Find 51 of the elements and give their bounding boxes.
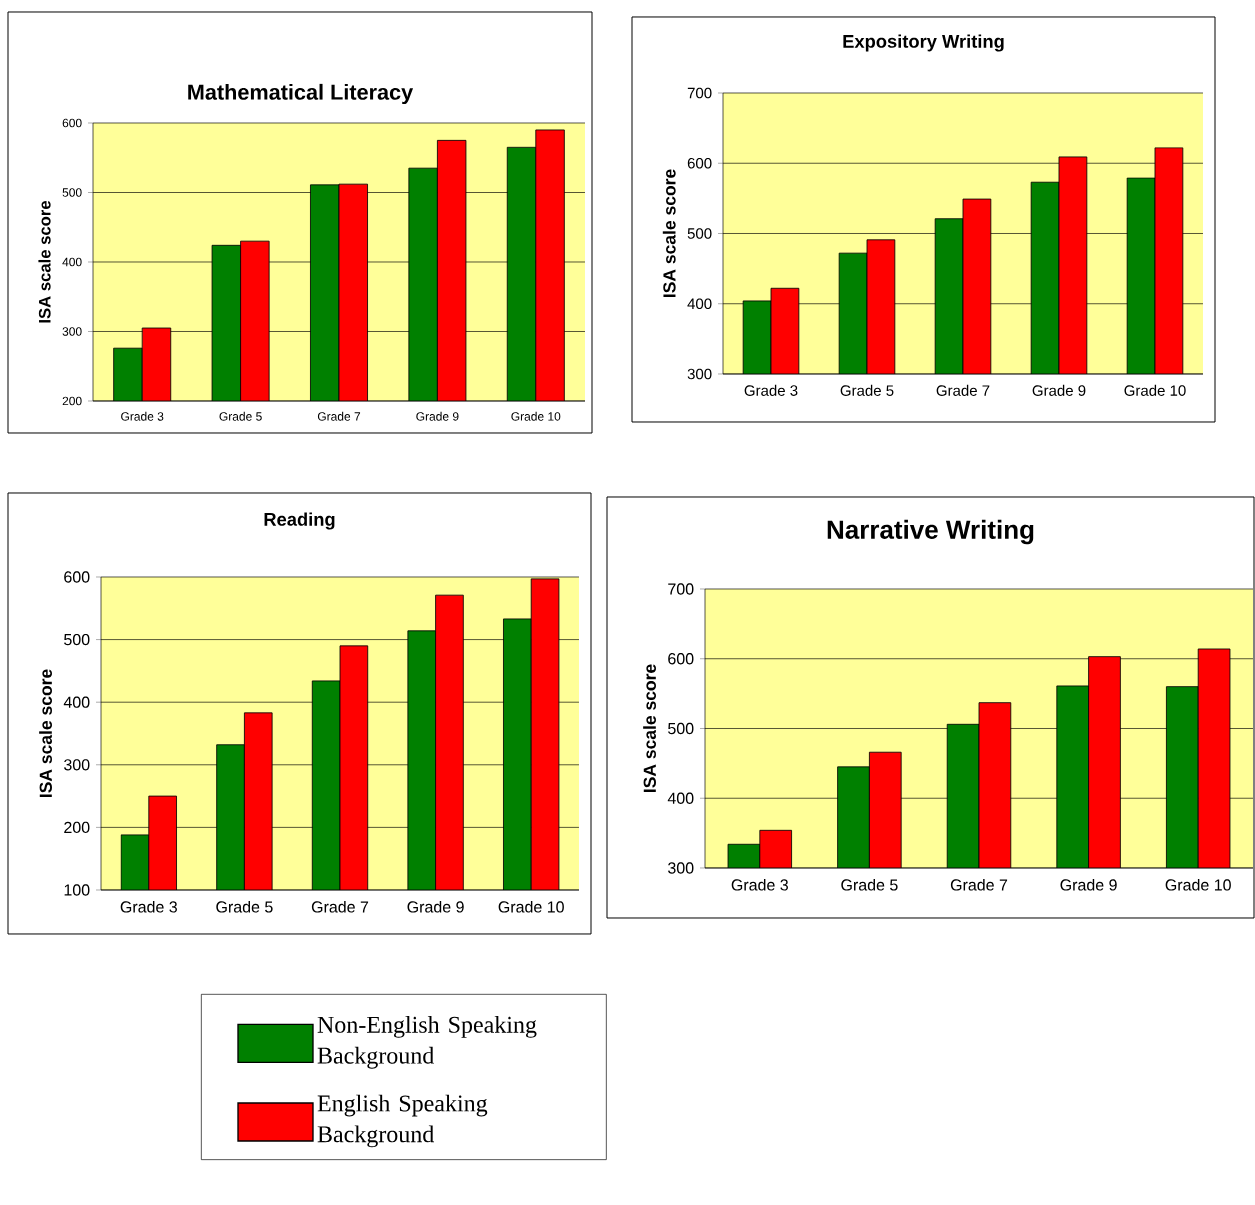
x-tick-label: Grade 7 (950, 878, 1008, 891)
chart-title: Narrative Writing (827, 519, 1034, 545)
legend-label: English Speaking Background (317, 1094, 488, 1148)
legend-label: Non-English Speaking Background (317, 1015, 537, 1069)
y-tick-label: 200 (64, 821, 90, 834)
y-tick-label: 500 (668, 722, 694, 735)
x-tick-label: Grade 7 (936, 384, 990, 396)
chart-title: Mathematical Literacy (188, 83, 414, 105)
y-tick-label: 500 (62, 188, 82, 197)
y-tick-label: 700 (668, 583, 694, 595)
y-axis-title: ISA scale score (39, 669, 52, 797)
chart-title: Expository Writing (843, 34, 1004, 52)
x-tick-label: Grade 3 (121, 411, 164, 421)
y-tick-label: 300 (64, 759, 90, 771)
x-tick-label: Grade 9 (1060, 878, 1117, 891)
x-tick-label: Grade 3 (120, 900, 177, 913)
x-tick-label: Grade 5 (219, 411, 262, 421)
y-tick-label: 600 (64, 571, 90, 583)
y-tick-label: 300 (668, 862, 694, 874)
chart-title: Reading (264, 512, 335, 530)
y-tick-label: 400 (667, 792, 694, 804)
x-tick-label: Grade 10 (1165, 878, 1231, 891)
x-tick-label: Grade 10 (1124, 384, 1186, 396)
x-tick-label: Grade 5 (840, 384, 894, 396)
x-tick-label: Grade 9 (407, 900, 464, 913)
x-tick-label: Grade 7 (317, 411, 361, 421)
y-tick-label: 600 (687, 157, 712, 169)
x-tick-label: Grade 9 (416, 411, 459, 421)
x-tick-label: Grade 5 (216, 900, 273, 913)
y-axis-title: ISA scale score (643, 664, 656, 793)
y-tick-label: 300 (687, 368, 712, 380)
x-tick-label: Grade 3 (731, 878, 788, 891)
y-axis-title: ISA scale score (38, 200, 51, 323)
y-tick-label: 400 (63, 696, 90, 708)
y-tick-label: 600 (62, 118, 82, 128)
y-tick-label: 500 (687, 228, 712, 239)
x-tick-label: Grade 10 (498, 900, 564, 913)
y-tick-label: 600 (668, 653, 694, 665)
y-axis-title: ISA scale score (662, 169, 676, 297)
x-tick-label: Grade 9 (1032, 384, 1086, 396)
y-tick-label: 400 (687, 298, 712, 310)
x-tick-label: Grade 5 (841, 878, 898, 891)
y-tick-label: 200 (62, 396, 82, 406)
y-tick-label: 100 (64, 884, 90, 896)
x-tick-label: Grade 3 (744, 384, 798, 396)
y-tick-label: 700 (687, 87, 712, 99)
x-tick-label: Grade 10 (511, 411, 561, 421)
y-tick-label: 300 (62, 327, 82, 336)
y-tick-label: 400 (62, 257, 82, 267)
x-tick-label: Grade 7 (311, 900, 369, 913)
y-tick-label: 500 (64, 633, 90, 646)
